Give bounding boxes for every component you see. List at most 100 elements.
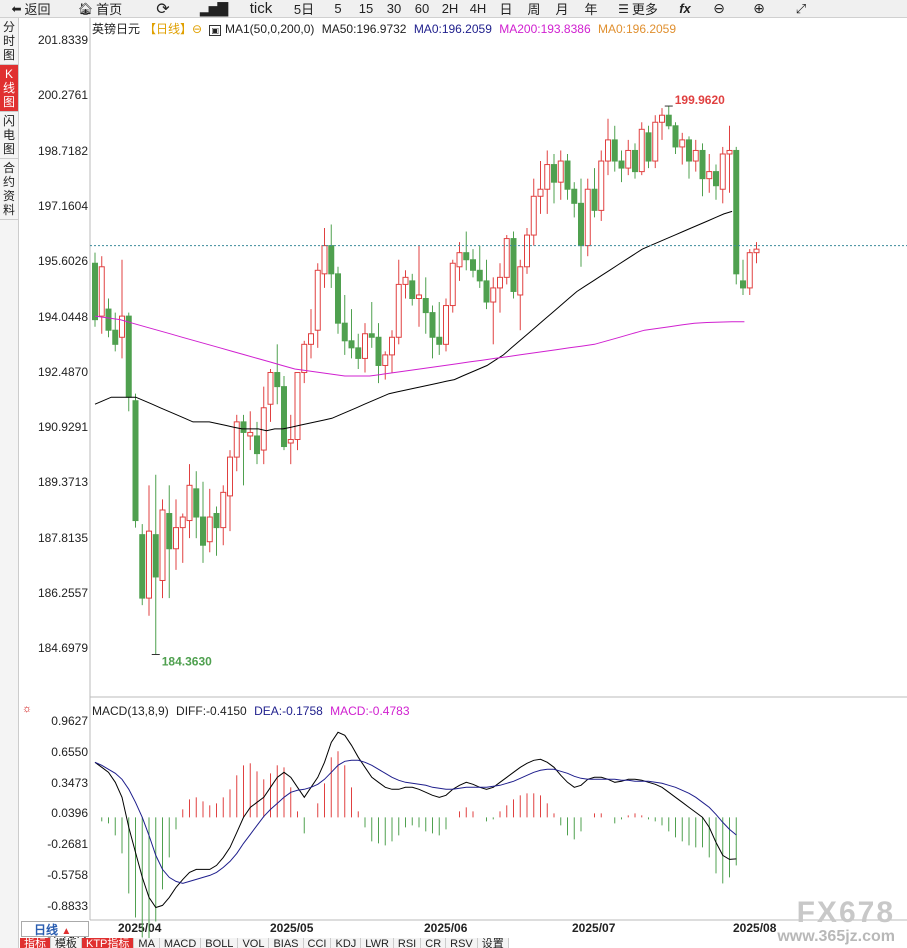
formula-button[interactable]: fx — [670, 0, 700, 17]
indicator-tab-CCI[interactable]: CCI — [303, 938, 332, 948]
candle-up — [294, 372, 301, 440]
period-button-60[interactable]: 60 — [414, 1, 430, 16]
candle-up — [382, 354, 389, 366]
candle-up — [497, 276, 503, 289]
candle-up — [530, 195, 537, 236]
candle-up — [247, 431, 254, 437]
macd-dea: DEA:-0.1758 — [254, 704, 323, 718]
candle-up — [416, 294, 422, 300]
candle-down — [436, 336, 443, 345]
time-tick-label: 2025/08 — [733, 921, 777, 935]
refresh-icon: ⟳ — [156, 0, 170, 18]
tab-contract-info[interactable]: 合约资料 — [0, 159, 18, 220]
home-button[interactable]: 🏠︎ 首页 — [77, 1, 123, 18]
zoom-out-button[interactable]: ⊖ — [700, 0, 738, 17]
indicator-tab-VOL[interactable]: VOL — [238, 938, 270, 948]
period-button-周[interactable]: 周 — [527, 2, 541, 17]
candle-down — [341, 322, 348, 342]
candle-up — [287, 438, 294, 444]
fullscreen-icon: ⤢ — [795, 0, 807, 16]
period-button-15[interactable]: 15 — [358, 1, 374, 16]
more-button[interactable]: ☰ 更多 — [618, 1, 658, 18]
candle-up — [402, 276, 409, 285]
candle-up — [233, 421, 240, 458]
period-button-年[interactable]: 年 — [584, 2, 598, 17]
settings-icon[interactable]: ⊖ — [192, 22, 203, 36]
candle-down — [240, 421, 247, 433]
macd-tick-label: -0.8833 — [47, 898, 88, 913]
period-button-4H[interactable]: 4H — [469, 1, 487, 16]
period-button-日[interactable]: 日 — [499, 2, 513, 17]
candle-down — [665, 114, 672, 127]
tab-timeshare[interactable]: 分时图 — [0, 18, 18, 65]
indicator-tab-BIAS[interactable]: BIAS — [269, 938, 304, 948]
candle-down — [274, 372, 281, 388]
candle-down — [571, 188, 578, 204]
refresh-button[interactable]: ⟳ — [138, 0, 188, 18]
candle-up — [227, 456, 233, 497]
candle-down — [551, 164, 557, 183]
time-tick-label: 2025/06 — [424, 921, 468, 935]
candle-up — [186, 484, 193, 522]
tick-button[interactable]: tick — [249, 0, 273, 17]
candle-up — [517, 266, 524, 296]
macd-tick-label: 0.6550 — [51, 744, 88, 759]
price-tick-label: 198.7182 — [37, 143, 88, 158]
back-button[interactable]: ⬅ 返回 — [11, 1, 51, 18]
indicator-tab-MACD[interactable]: MACD — [159, 938, 202, 948]
candle-down — [476, 269, 483, 282]
period-button-30[interactable]: 30 — [386, 1, 402, 16]
indicator-tab-CR[interactable]: CR — [421, 938, 447, 948]
period-button-月[interactable]: 月 — [555, 2, 569, 17]
period-button-2H[interactable]: 2H — [441, 1, 459, 16]
period-select[interactable]: 日线 ▲ — [21, 921, 89, 937]
indicator-tab-模板[interactable]: 模板 — [51, 938, 82, 948]
fullscreen-button[interactable]: ⤢ — [780, 0, 822, 17]
candle-up — [746, 252, 753, 289]
candle-down — [152, 534, 159, 578]
zoom-in-button[interactable]: ⊕ — [738, 0, 780, 17]
candle-up — [301, 343, 308, 374]
period-button-5日[interactable]: 5日 — [293, 2, 315, 17]
price-tick-label: 192.4870 — [37, 364, 88, 379]
candle-up — [557, 160, 564, 183]
macd-settings-icon[interactable]: ☼ — [22, 703, 33, 715]
candle-up — [679, 139, 686, 148]
candle-up — [544, 164, 551, 190]
candle-down — [733, 149, 740, 275]
candle-down — [578, 202, 584, 247]
ma0-value: MA0:196.2059 — [413, 22, 492, 36]
indicator-tab-设置[interactable]: 设置 — [477, 938, 509, 948]
price-tick-label: 187.8135 — [37, 530, 88, 545]
macd-diff-line — [94, 731, 737, 909]
indicator-tab-指标[interactable]: 指标 — [20, 938, 51, 948]
indicator-tab-LWR[interactable]: LWR — [361, 938, 394, 948]
candle-down — [355, 347, 362, 359]
tab-flash[interactable]: 闪电图 — [0, 112, 18, 159]
indicator-tab-RSI[interactable]: RSI — [393, 938, 422, 948]
price-tick-label: 195.6026 — [37, 254, 88, 269]
price-tick-label: 197.1604 — [37, 198, 88, 213]
period-buttons: 5日 5 15 30 60 2H 4H 日周月年 — [284, 0, 606, 17]
price-tick-label: 201.8339 — [37, 33, 88, 47]
candle-up — [692, 149, 699, 162]
price-tick-label: 184.6979 — [37, 641, 88, 656]
indicator-tab-KDJ[interactable]: KDJ — [331, 938, 362, 948]
indicator-toggle-icon[interactable]: ▣ — [209, 25, 221, 36]
candle-up — [652, 121, 659, 162]
candle-down — [686, 139, 692, 162]
chart-type-button[interactable]: ▂▅▇ — [188, 0, 238, 17]
indicator-tab-MA[interactable]: MA — [134, 938, 160, 948]
indicator-tab-BOLL[interactable]: BOLL — [201, 938, 239, 948]
candle-up — [220, 491, 227, 529]
dropdown-arrow-icon: ▲ — [61, 926, 72, 937]
macd-dea-line — [94, 759, 737, 884]
candle-up — [389, 336, 395, 356]
period-button-5[interactable]: 5 — [334, 1, 342, 16]
indicator-tab-RSV[interactable]: RSV — [446, 938, 478, 948]
indicator-tab-KTP指标[interactable]: KTP指标 — [82, 938, 135, 948]
candle-up — [490, 287, 497, 303]
